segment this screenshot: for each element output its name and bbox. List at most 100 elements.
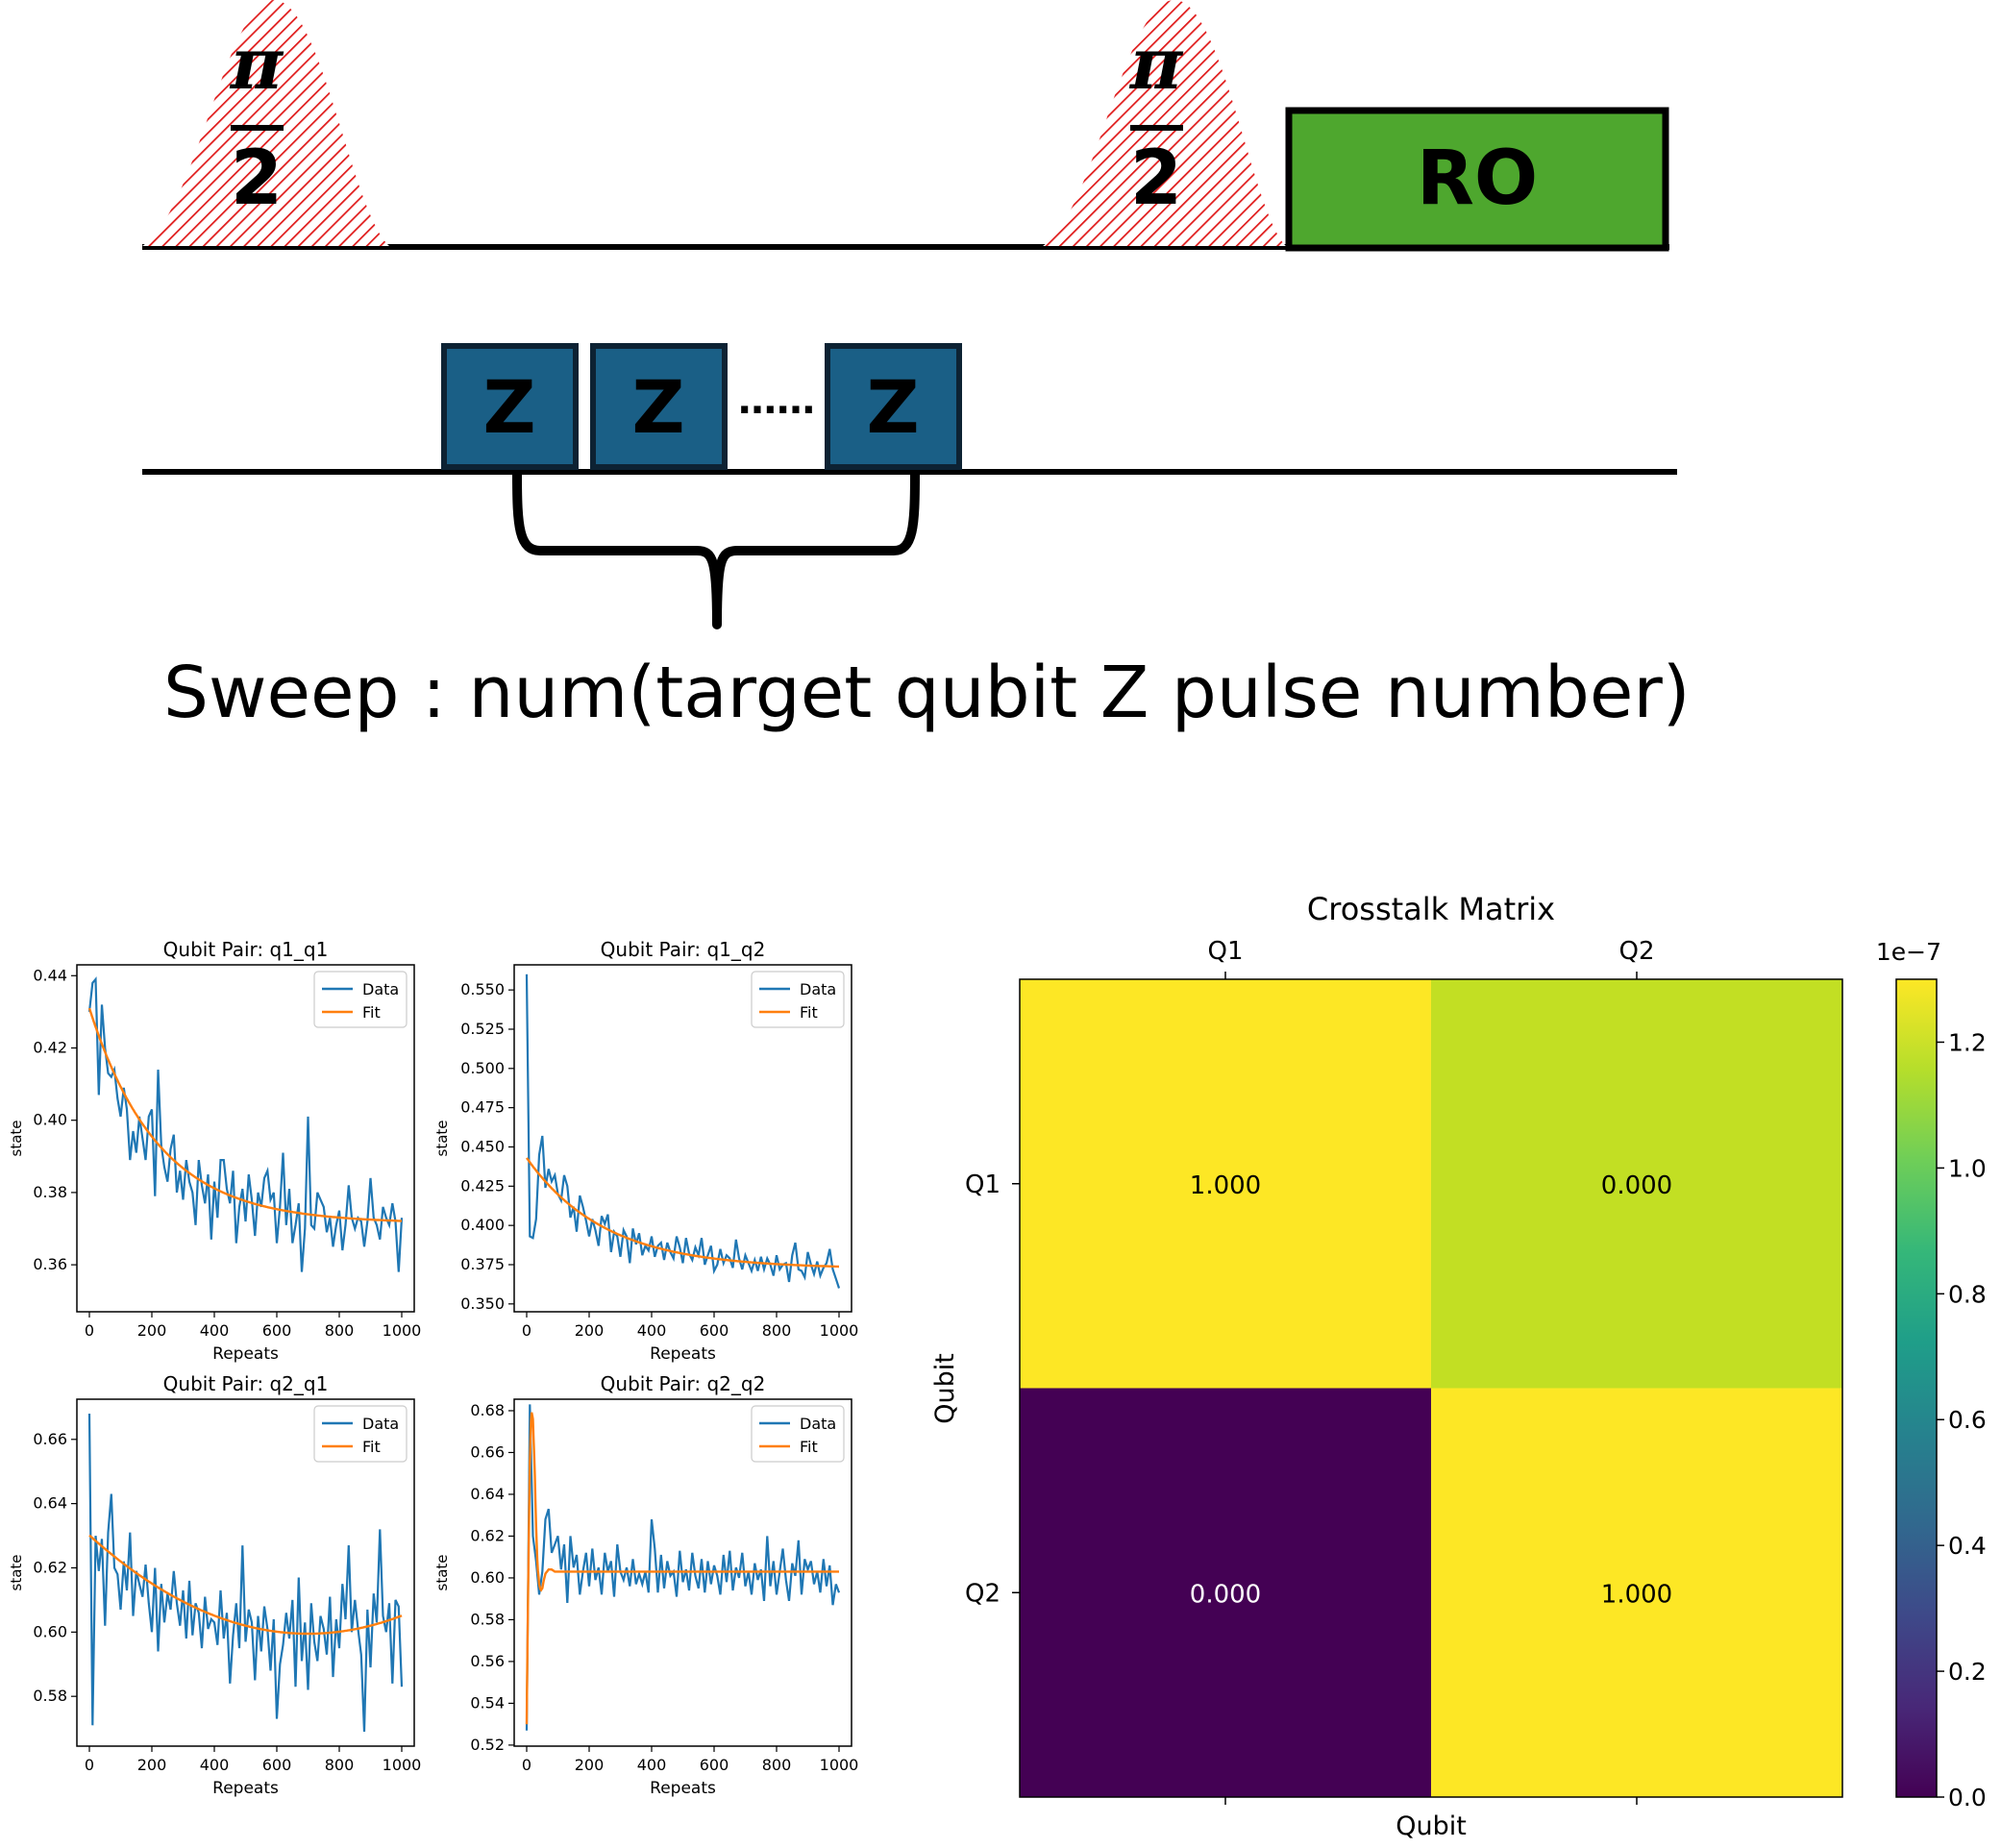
readout-block: RO <box>1285 107 1669 252</box>
x-tick-label: 0 <box>522 1756 531 1774</box>
y-tick-label: 0.58 <box>470 1610 505 1628</box>
heatmap-title: Crosstalk Matrix <box>1307 891 1555 927</box>
x-tick-label: 600 <box>262 1756 292 1774</box>
heatmap-frame <box>1019 978 1843 1798</box>
heatmap-cell <box>1431 979 1842 1389</box>
x-tick-label: 200 <box>137 1321 167 1340</box>
x-tick-label: 600 <box>700 1756 729 1774</box>
pulse-1-label-top: π <box>229 23 284 106</box>
heatmap-cell <box>1431 1388 1842 1797</box>
x-tick-label: 1000 <box>383 1756 422 1774</box>
y-axis-label: state <box>433 1555 451 1591</box>
colorbar <box>1895 978 1938 1798</box>
x-tick-label: 800 <box>762 1756 792 1774</box>
x-axis-label: Repeats <box>650 1779 716 1798</box>
x-tick-label: 0 <box>85 1756 94 1774</box>
y-tick-label: 0.400 <box>460 1216 505 1234</box>
legend-box <box>751 1405 845 1463</box>
y-tick-label: 0.62 <box>33 1558 67 1576</box>
pi-half-pulse-1: π 2 <box>142 0 389 246</box>
heatmap-y-tick-label: Q1 <box>965 1170 1000 1199</box>
legend-label-fit: Fit <box>362 1003 381 1022</box>
y-tick-label: 0.64 <box>33 1494 67 1513</box>
x-tick-label: 1000 <box>383 1321 422 1340</box>
chart-title: Qubit Pair: q2_q2 <box>601 1372 766 1395</box>
chart-title: Qubit Pair: q1_q1 <box>163 938 329 961</box>
heatmap-y-tick-label: Q2 <box>965 1579 1000 1608</box>
chart-title: Qubit Pair: q2_q1 <box>163 1372 329 1395</box>
pulse-2-label-top: π <box>1128 23 1184 106</box>
z-pulse-1: Z <box>441 343 579 470</box>
heatmap-cell-value: 0.000 <box>1601 1171 1672 1200</box>
legend-label-data: Data <box>800 980 836 998</box>
x-tick-label: 200 <box>575 1321 605 1340</box>
legend-label-data: Data <box>362 980 399 998</box>
x-tick-label: 400 <box>200 1756 230 1774</box>
heatmap-cell-value: 1.000 <box>1601 1580 1672 1609</box>
x-tick-label: 800 <box>325 1756 355 1774</box>
x-tick-label: 800 <box>325 1321 355 1340</box>
z-pulse-1-label: Z <box>482 364 535 450</box>
x-tick-label: 600 <box>262 1321 292 1340</box>
y-tick-label: 0.42 <box>33 1038 67 1056</box>
y-tick-label: 0.375 <box>460 1255 505 1273</box>
x-tick-label: 600 <box>700 1321 729 1340</box>
pulse-sequence-diagram: π 2 π 2 RO Z Z …… Z <box>142 0 1677 629</box>
crosstalk-matrix-chart: Crosstalk Matrix 1.000 0.000 0.000 1.000 Q1 Q2… <box>930 891 1987 1841</box>
chart-title: Qubit Pair: q1_q2 <box>601 938 766 961</box>
colorbar-tick-label: 0.6 <box>1948 1406 1987 1434</box>
y-tick-label: 0.38 <box>33 1183 67 1201</box>
y-tick-label: 0.56 <box>470 1652 505 1670</box>
legend-box <box>313 1405 408 1463</box>
sweep-caption: Sweep : num(target qubit Z pulse number) <box>163 652 1691 734</box>
chart-q1-q1: Qubit Pair: q1_q1 0 200 400 600 800 1000 0.36 0.… <box>8 938 421 1364</box>
colorbar-tick-label: 0.2 <box>1948 1658 1987 1686</box>
y-tick-label: 0.58 <box>33 1687 67 1705</box>
y-tick-label: 0.500 <box>460 1059 505 1077</box>
heatmap-cell <box>1020 979 1431 1389</box>
y-tick-label: 0.40 <box>33 1111 67 1129</box>
sweep-brace <box>512 473 920 629</box>
pulse-2-label-bottom: 2 <box>1130 136 1182 222</box>
series-data-line <box>87 1413 404 1733</box>
z-pulse-ellipsis: …… <box>738 379 815 423</box>
y-tick-label: 0.550 <box>460 980 505 998</box>
chart-q1-q2: Qubit Pair: q1_q2 0 200 400 600 800 1000 0.350 0… <box>433 938 858 1364</box>
colorbar-tick-label: 1.2 <box>1948 1028 1987 1056</box>
x-tick-label: 200 <box>137 1756 167 1774</box>
y-tick-label: 0.60 <box>470 1568 505 1587</box>
pulse-1-label-bottom: 2 <box>231 136 283 222</box>
x-tick-label: 800 <box>762 1321 792 1340</box>
legend-label-fit: Fit <box>362 1438 381 1456</box>
colorbar-offset-label: 1e−7 <box>1876 938 1941 966</box>
axes-frame <box>513 964 852 1313</box>
axes-frame <box>76 1398 415 1747</box>
y-axis-label: state <box>433 1121 451 1157</box>
series-data-line <box>525 973 841 1289</box>
z-pulse-2-label: Z <box>631 364 684 450</box>
heatmap-y-axis-label: Qubit <box>930 1353 960 1424</box>
axes-frame <box>513 1398 852 1747</box>
x-tick-label: 0 <box>85 1321 94 1340</box>
series-fit-line <box>88 1534 403 1636</box>
heatmap-x-axis-label: Qubit <box>1396 1811 1467 1841</box>
colorbar-tick-label: 1.0 <box>1948 1154 1987 1182</box>
y-tick-label: 0.350 <box>460 1294 505 1313</box>
y-tick-label: 0.60 <box>33 1622 67 1640</box>
colorbar-tick-label: 0.8 <box>1948 1280 1987 1308</box>
y-tick-label: 0.450 <box>460 1137 505 1155</box>
y-tick-label: 0.64 <box>470 1485 505 1503</box>
x-tick-label: 400 <box>637 1756 667 1774</box>
chart-q2-q1: Qubit Pair: q2_q1 0 200 400 600 800 1000 0.58 0.… <box>8 1372 421 1798</box>
series-fit-line <box>526 1157 839 1269</box>
legend-box <box>313 971 408 1028</box>
x-axis-label: Repeats <box>212 1779 279 1798</box>
colorbar-tick-label: 0.4 <box>1948 1532 1987 1560</box>
x-axis-label: Repeats <box>212 1344 279 1364</box>
x-tick-label: 1000 <box>820 1756 859 1774</box>
x-axis-label: Repeats <box>650 1344 716 1364</box>
z-pulse-2: Z <box>590 343 728 470</box>
y-tick-label: 0.36 <box>33 1255 67 1273</box>
series-fit-line <box>87 1007 402 1222</box>
legend-label-data: Data <box>800 1415 836 1433</box>
